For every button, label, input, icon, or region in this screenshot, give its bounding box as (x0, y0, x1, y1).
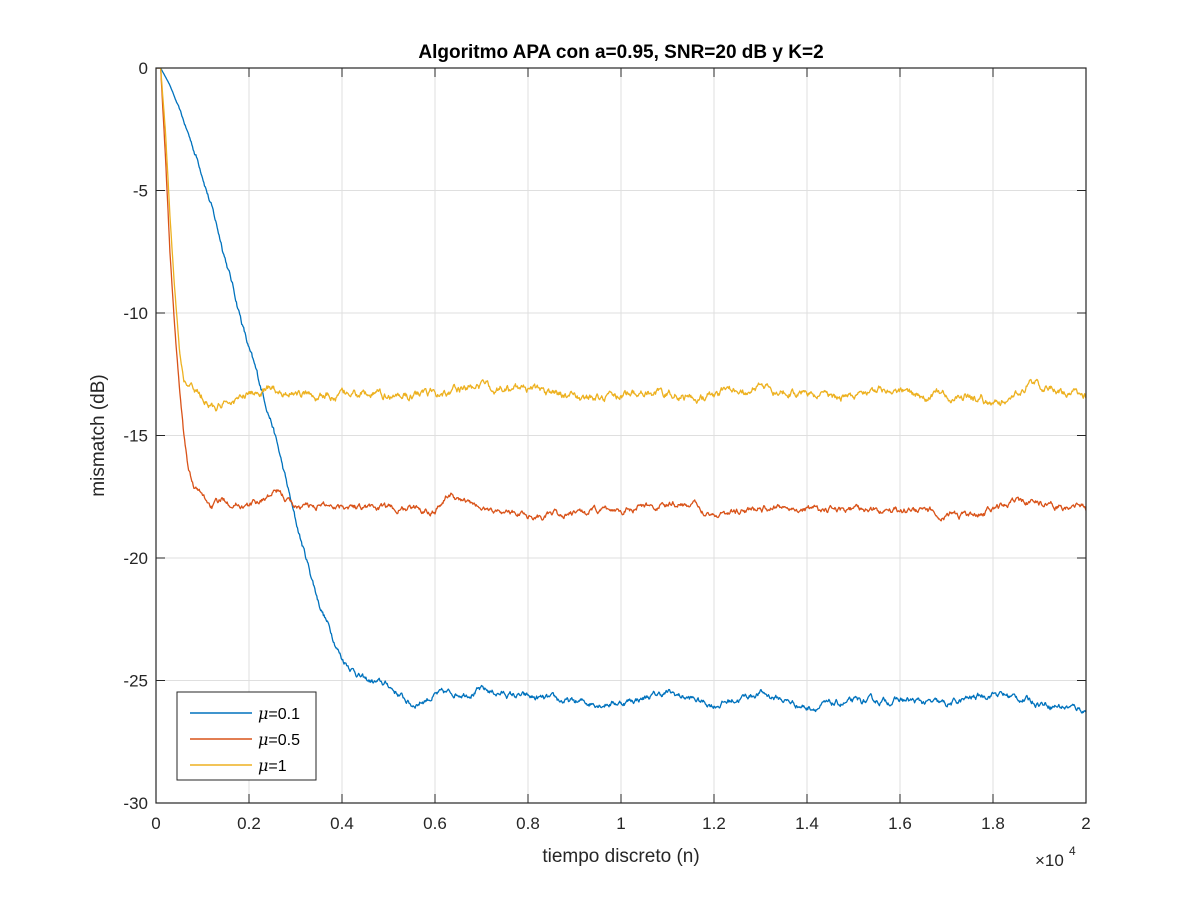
legend-series-name: =0.5 (268, 732, 300, 749)
tick-marks (155, 67, 1087, 804)
x-tick-label: 0 (151, 814, 160, 833)
legend-entry: μ=1 (258, 756, 287, 775)
legend-mu-symbol: μ (258, 730, 268, 749)
legend-mu-symbol: μ (258, 756, 268, 775)
tick-labels: 0 0.2 0.4 0.6 0.8 1 1.2 1.4 1.6 1.8 2 0 -5 -10 -15 -20 -… (123, 59, 1090, 833)
legend-series-name: =1 (268, 758, 286, 775)
series-line (156, 68, 1086, 412)
x-tick-label: 0.6 (423, 814, 447, 833)
y-tick-label: -30 (123, 794, 148, 813)
y-tick-label: -15 (123, 427, 148, 446)
x-tick-label: 0.2 (237, 814, 261, 833)
legend-entry: μ=0.5 (258, 730, 300, 749)
series-group (156, 68, 1086, 714)
legend-entry: μ=0.1 (258, 704, 300, 723)
x-exponent-base: ×10 (1035, 851, 1064, 870)
x-exponent-label: ×10 4 (1035, 844, 1076, 870)
x-tick-label: 0.8 (516, 814, 540, 833)
x-tick-label: 1.6 (888, 814, 912, 833)
x-tick-label: 2 (1081, 814, 1090, 833)
legend-mu-symbol: μ (258, 704, 268, 723)
y-tick-label: -20 (123, 549, 148, 568)
x-exponent-power: 4 (1069, 844, 1076, 858)
x-tick-label: 1.4 (795, 814, 819, 833)
y-axis-label: mismatch (dB) (88, 374, 109, 496)
series-line (156, 68, 1086, 522)
y-tick-label: -5 (133, 182, 148, 201)
legend-series-name: =0.1 (268, 706, 300, 723)
legend: μ=0.1μ=0.5μ=1 (176, 691, 317, 781)
x-axis-label: tiempo discreto (n) (542, 846, 699, 867)
x-tick-label: 1.8 (981, 814, 1005, 833)
y-tick-label: 0 (139, 59, 148, 78)
x-tick-label: 0.4 (330, 814, 354, 833)
chart-title: Algoritmo APA con a=0.95, SNR=20 dB y K=… (418, 42, 823, 63)
x-tick-label: 1.2 (702, 814, 726, 833)
y-tick-label: -10 (123, 304, 148, 323)
series-line (156, 68, 1086, 714)
y-tick-label: -25 (123, 672, 148, 691)
x-tick-label: 1 (616, 814, 625, 833)
